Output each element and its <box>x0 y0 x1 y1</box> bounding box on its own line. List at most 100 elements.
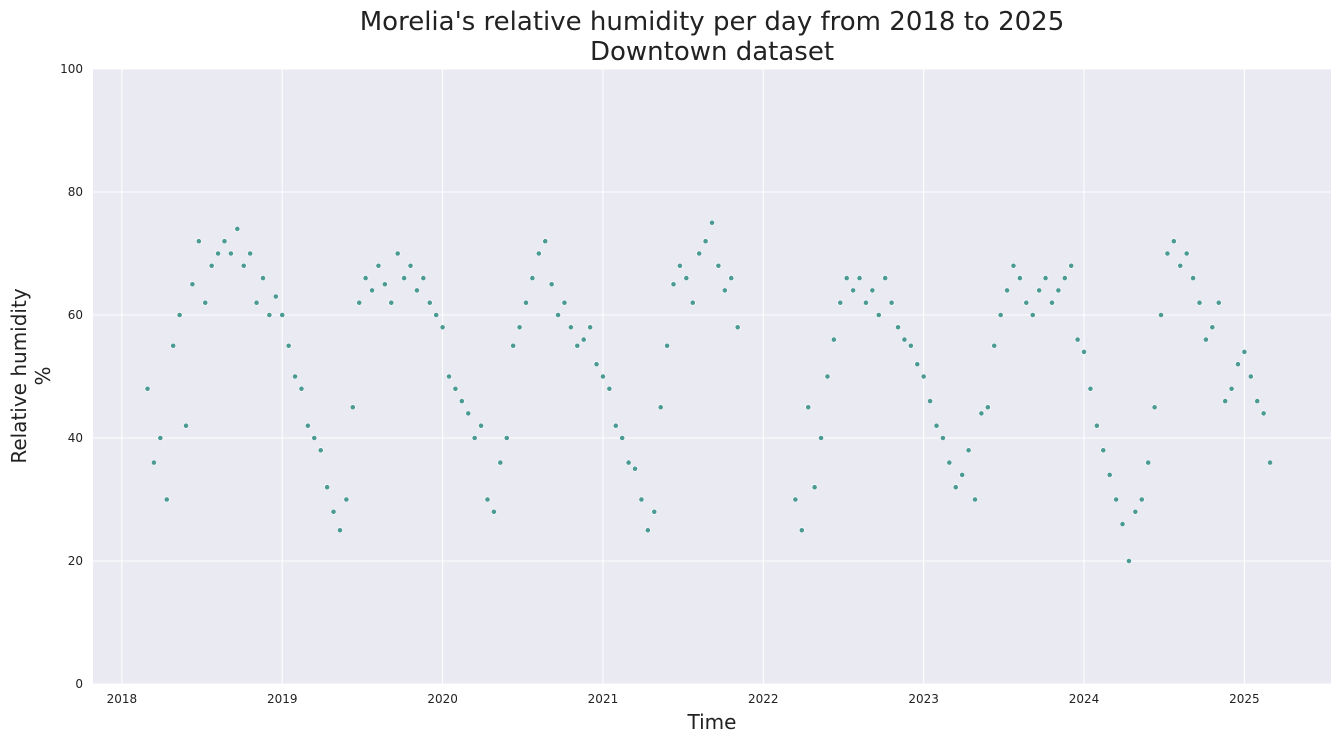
y-tick-label: 100 <box>60 62 83 76</box>
x-tick-label: 2024 <box>1069 692 1100 706</box>
point <box>940 435 946 441</box>
point <box>1029 312 1036 318</box>
point <box>1158 312 1164 318</box>
point <box>228 250 234 257</box>
point <box>798 527 805 534</box>
point <box>689 299 696 306</box>
point <box>375 262 382 269</box>
point <box>1068 262 1075 269</box>
point <box>176 312 183 318</box>
x-tick-label: 2019 <box>267 692 298 706</box>
point <box>709 219 715 226</box>
point <box>1260 410 1267 417</box>
point <box>1209 324 1216 331</box>
point <box>542 238 549 245</box>
point <box>1235 361 1241 368</box>
y-axis-label: Relative humidity <box>7 288 31 463</box>
point <box>1106 471 1113 478</box>
point <box>1170 238 1177 245</box>
x-tick-label: 2021 <box>588 692 619 706</box>
point <box>529 275 536 281</box>
point <box>644 527 651 534</box>
point <box>523 299 529 306</box>
point <box>561 299 568 306</box>
point <box>272 293 279 300</box>
point <box>1004 287 1010 294</box>
point <box>965 447 972 454</box>
point <box>163 496 170 503</box>
point <box>1203 336 1209 343</box>
point <box>503 435 510 441</box>
point <box>818 435 824 441</box>
point <box>869 287 876 294</box>
point <box>215 250 221 257</box>
point <box>349 404 356 411</box>
point <box>1196 299 1203 306</box>
point <box>292 373 298 380</box>
point <box>702 238 709 245</box>
point <box>1228 385 1235 392</box>
point <box>234 225 241 232</box>
point <box>1049 299 1055 306</box>
point <box>491 508 497 515</box>
point <box>170 342 177 349</box>
point <box>465 410 472 417</box>
point <box>850 287 857 294</box>
point <box>202 299 209 306</box>
point <box>1247 373 1254 380</box>
chart-title: Morelia's relative humidity per day from… <box>360 7 1065 37</box>
point <box>484 496 491 503</box>
point <box>721 287 728 294</box>
y-tick-label: 0 <box>75 677 83 691</box>
point <box>901 336 908 343</box>
point <box>439 324 446 331</box>
point <box>183 422 189 429</box>
point <box>317 447 324 454</box>
y-tick-label: 40 <box>68 431 83 445</box>
point <box>811 484 818 491</box>
point <box>593 361 600 368</box>
point <box>984 404 991 411</box>
point <box>638 496 645 503</box>
point <box>311 435 318 441</box>
point <box>1042 275 1049 281</box>
point <box>458 398 465 404</box>
point <box>1023 299 1030 306</box>
point <box>151 459 157 466</box>
point <box>266 312 273 318</box>
point <box>715 262 722 269</box>
point <box>1164 250 1171 257</box>
point <box>388 299 395 306</box>
point <box>1087 385 1094 392</box>
point <box>677 262 683 269</box>
point <box>567 324 574 331</box>
point <box>510 342 517 349</box>
point <box>330 508 337 515</box>
point <box>369 287 375 294</box>
point <box>1190 275 1196 281</box>
point <box>407 262 414 269</box>
point <box>1222 398 1229 404</box>
point <box>1132 508 1139 515</box>
point <box>144 385 151 392</box>
point <box>843 275 850 281</box>
point <box>516 324 523 331</box>
point <box>587 324 594 331</box>
point <box>157 435 164 441</box>
point <box>837 299 844 306</box>
y-tick-label: 80 <box>68 185 83 199</box>
point <box>882 275 889 281</box>
point <box>632 465 638 472</box>
point <box>580 336 587 343</box>
point <box>446 373 452 380</box>
chart-subtitle: Downtown dataset <box>590 37 834 67</box>
point <box>888 299 895 306</box>
x-tick-label: 2020 <box>427 692 458 706</box>
point <box>959 471 966 478</box>
point <box>1267 459 1273 466</box>
point <box>991 342 998 349</box>
point <box>343 496 350 503</box>
point <box>1254 398 1261 404</box>
point <box>1138 496 1145 503</box>
